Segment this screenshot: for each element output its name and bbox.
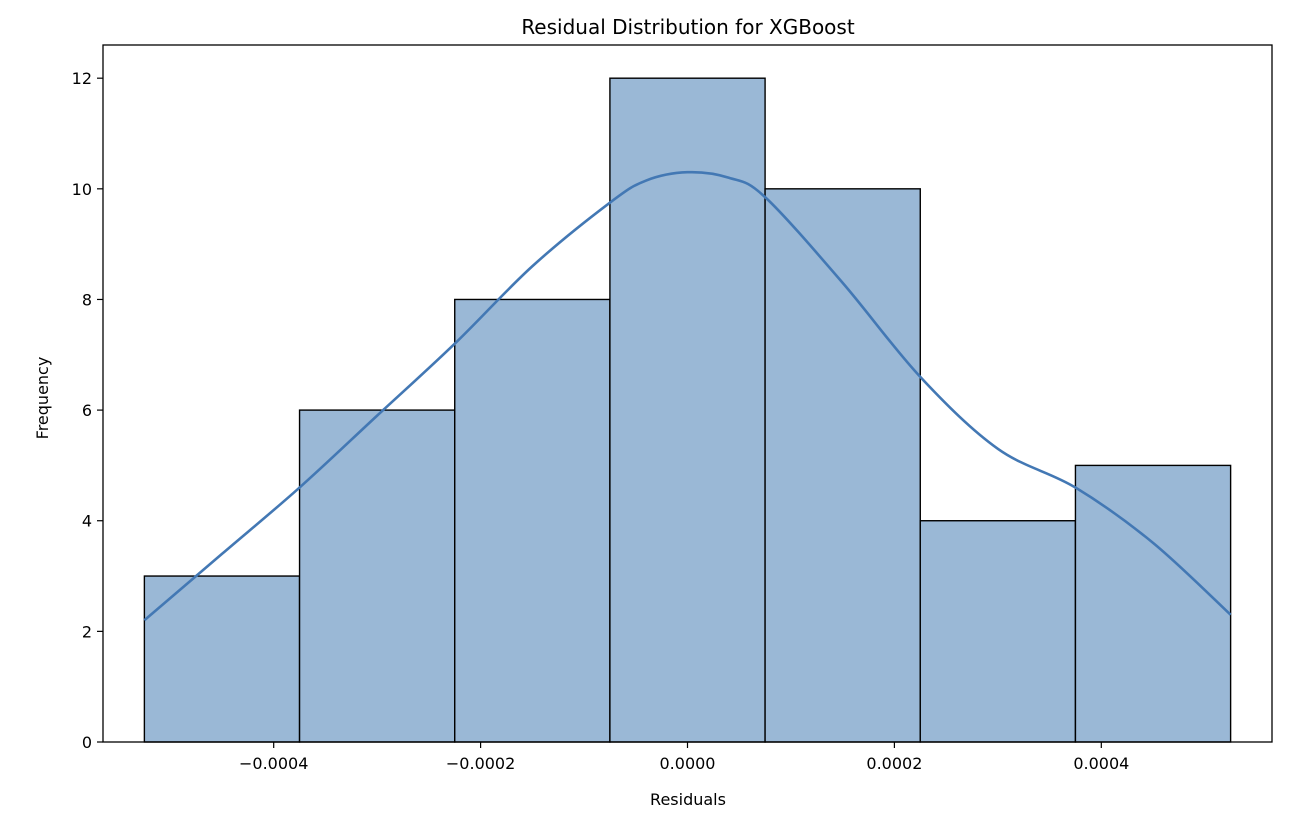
histogram-bar-2 <box>298 409 456 743</box>
histogram-bar-7 <box>1074 464 1232 743</box>
x-tick-label-1: −0.0004 <box>239 754 308 773</box>
x-axis-label: Residuals <box>650 790 726 809</box>
x-tick-label-4: 0.0002 <box>866 754 922 773</box>
x-tick-label-5: 0.0004 <box>1073 754 1129 773</box>
y-tick-label-5: 8 <box>82 290 92 309</box>
y-tick-label-2: 2 <box>82 622 92 641</box>
y-tick-label-4: 6 <box>82 401 92 420</box>
y-tick-label-7: 12 <box>72 69 92 88</box>
chart-title: Residual Distribution for XGBoost <box>521 15 855 39</box>
y-tick-label-3: 4 <box>82 512 92 531</box>
y-tick-label-1: 0 <box>82 733 92 752</box>
kde-curve <box>143 170 1232 622</box>
histogram-bar-5 <box>764 188 921 743</box>
y-tick-label-6: 10 <box>72 180 92 199</box>
histogram-bar-1 <box>143 575 301 743</box>
bars-group <box>143 77 1232 743</box>
x-tick-label-2: −0.0002 <box>446 754 515 773</box>
histogram-bar-4 <box>609 77 766 743</box>
x-tick-label-3: 0.0000 <box>660 754 716 773</box>
y-axis-ticks: 0 2 4 6 8 10 12 <box>72 69 103 752</box>
histogram-bar-6 <box>919 520 1077 743</box>
x-axis-ticks: −0.0004 −0.0002 0.0000 0.0002 0.0004 <box>239 742 1129 773</box>
y-axis-label: Frequency <box>33 357 52 440</box>
histogram-bar-3 <box>454 298 611 743</box>
